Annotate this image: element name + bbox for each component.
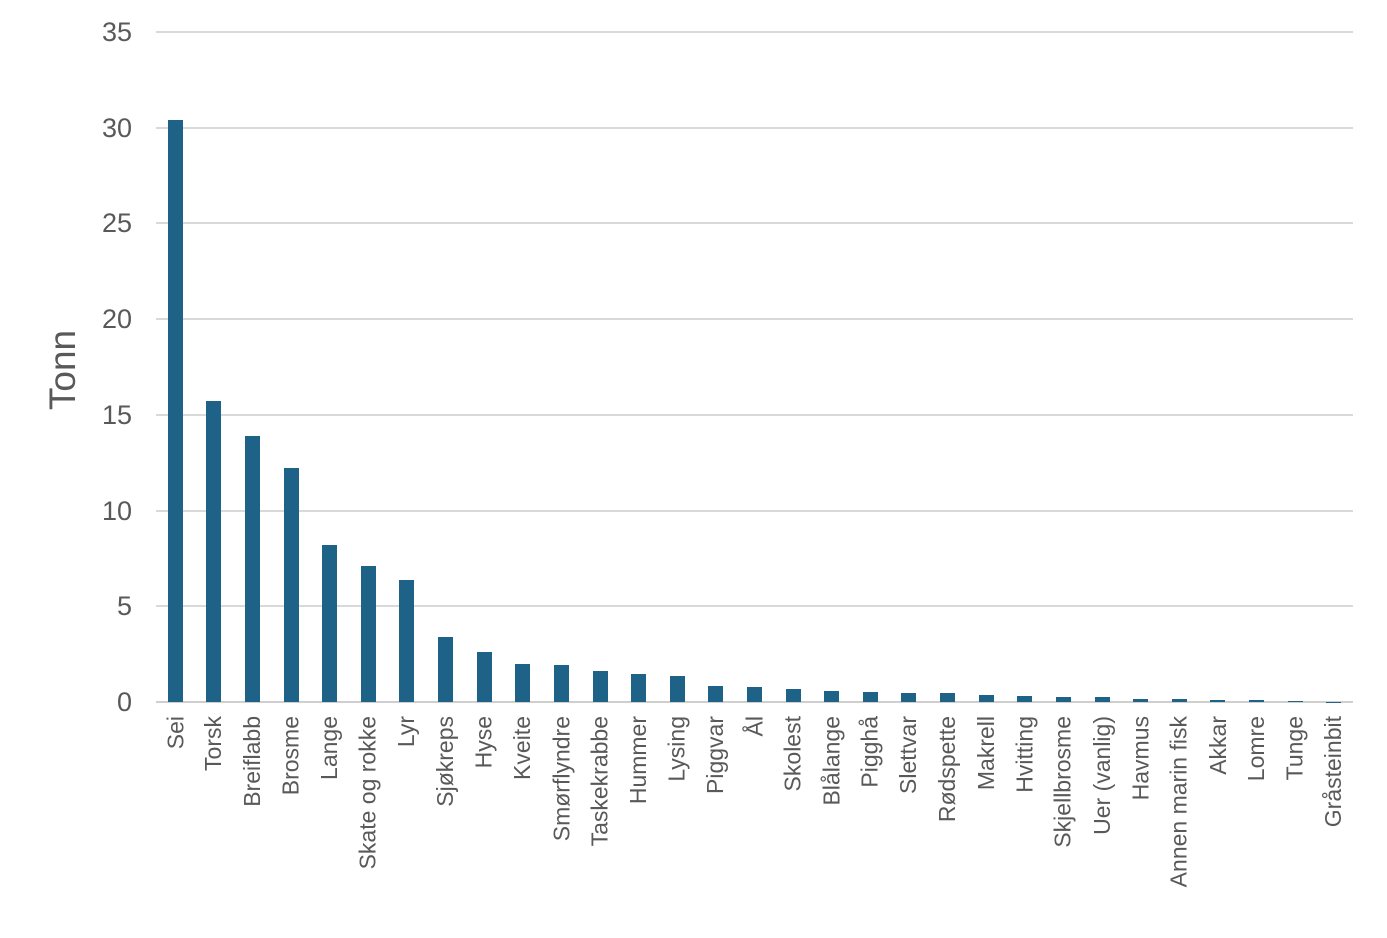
x-label-tunge: Tunge	[1281, 716, 1308, 781]
gridline-20	[156, 318, 1353, 321]
y-tick-label-5: 5	[116, 591, 132, 622]
x-axis-line	[156, 701, 1353, 703]
y-tick-label-10: 10	[101, 495, 132, 526]
y-tick-label-0: 0	[116, 687, 132, 717]
gridline-5	[156, 605, 1353, 608]
x-label-makrell: Makrell	[972, 716, 999, 791]
y-tick-label-35: 35	[101, 17, 132, 47]
x-label-piggvar: Piggvar	[702, 716, 729, 794]
bar-breiflabb	[245, 435, 261, 702]
bar-sj-kreps	[438, 636, 454, 702]
bar-akkar	[1210, 699, 1226, 702]
bar-uer-vanlig	[1094, 696, 1110, 702]
x-label-piggh: Pigghå	[856, 716, 883, 788]
x-label-skate-og-rokke: Skate og rokke	[354, 716, 381, 870]
x-label-skjellbrosme: Skjellbrosme	[1049, 716, 1076, 848]
bar-lysing	[669, 676, 685, 702]
x-label-lysing: Lysing	[663, 716, 690, 782]
gridline-35	[156, 31, 1353, 33]
y-tick-label-30: 30	[101, 112, 132, 143]
x-label-brosme: Brosme	[277, 716, 304, 796]
bar-skate-og-rokke	[360, 566, 376, 702]
bar-skolest	[785, 688, 801, 702]
gridline-10	[156, 509, 1353, 512]
x-label-sm-rflyndre: Smørflyndre	[547, 716, 574, 842]
bar-torsk	[206, 401, 222, 702]
bar-kveite	[515, 663, 531, 702]
gridline-15	[156, 413, 1353, 416]
x-label-uer-vanlig: Uer (vanlig)	[1088, 716, 1115, 835]
x-label-hummer: Hummer	[625, 716, 652, 805]
bar-lyr	[399, 579, 415, 702]
bar-hummer	[631, 674, 647, 702]
bar-bl-lange	[824, 691, 840, 702]
x-label-lyr: Lyr	[393, 716, 420, 748]
y-tick-label-15: 15	[101, 399, 132, 430]
bar-l	[747, 686, 762, 702]
bar-hvitting	[1017, 696, 1033, 702]
x-label-l: Ål	[741, 716, 767, 737]
x-label-kveite: Kveite	[509, 716, 536, 780]
bar-piggh	[862, 692, 878, 702]
x-label-lomre: Lomre	[1242, 716, 1269, 782]
bar-lange	[322, 545, 338, 702]
y-axis-tick-labels: 0 5 10 15 20 25 30 35	[40, 0, 132, 938]
bar-havmus	[1133, 698, 1149, 702]
y-tick-label-20: 20	[101, 304, 132, 335]
bar-makrell	[978, 695, 994, 702]
x-label-r-dspette: Rødspette	[934, 716, 961, 823]
gridline-30	[156, 126, 1353, 129]
bar-sm-rflyndre	[553, 664, 569, 702]
x-label-hvitting: Hvitting	[1011, 716, 1038, 793]
x-label-taskekrabbe: Taskekrabbe	[586, 716, 613, 847]
bar-taskekrabbe	[592, 671, 608, 702]
x-label-sj-kreps: Sjøkreps	[432, 716, 459, 807]
x-label-annen-marin-fisk: Annen marin fisk	[1165, 716, 1192, 888]
x-label-breiflabb: Breiflabb	[239, 716, 266, 807]
gridline-25	[156, 222, 1353, 225]
x-label-bl-lange: Blålange	[818, 716, 845, 806]
bar-lomre	[1248, 699, 1264, 702]
bar-tunge	[1287, 701, 1303, 702]
bar-slettvar	[901, 692, 917, 702]
x-label-lange: Lange	[316, 716, 343, 780]
y-tick-label-25: 25	[101, 208, 132, 239]
bar-sei	[167, 120, 183, 702]
bar-r-dspette	[940, 693, 956, 702]
bar-hyse	[476, 652, 492, 702]
x-label-torsk: Torsk	[200, 716, 227, 771]
x-label-gr-steinbit: Gråsteinbit	[1320, 716, 1347, 828]
x-label-akkar: Akkar	[1204, 716, 1231, 775]
bar-annen-marin-fisk	[1171, 698, 1187, 702]
x-label-slettvar: Slettvar	[895, 716, 922, 794]
x-label-skolest: Skolest	[779, 716, 806, 792]
x-label-hyse: Hyse	[470, 716, 497, 769]
x-label-havmus: Havmus	[1127, 716, 1154, 801]
bar-skjellbrosme	[1055, 696, 1071, 702]
bar-piggvar	[708, 685, 724, 702]
plot-area	[156, 31, 1353, 703]
bar-brosme	[283, 468, 299, 702]
x-label-sei: Sei	[161, 716, 188, 750]
